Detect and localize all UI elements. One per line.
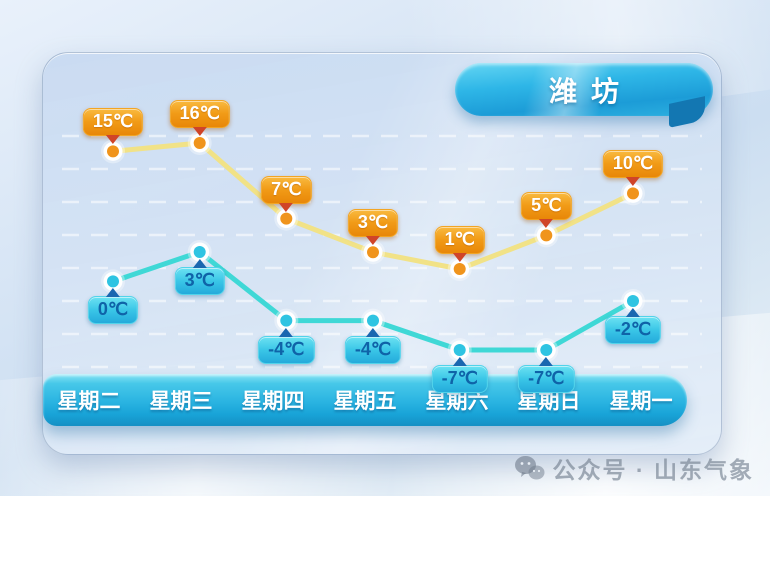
wechat-icon [514,456,545,480]
day-label: 星期日 [517,390,581,413]
day-label: 星期六 [425,390,489,413]
city-banner: 潍坊 [455,63,713,116]
day-label: 星期五 [333,390,397,413]
day-label: 星期一 [609,390,673,413]
day-label: 星期二 [57,390,121,413]
day-label: 星期四 [241,390,305,413]
day-label: 星期三 [149,390,213,413]
weather-forecast-graphic: 潍坊 星期二 星期三 星期四 星期五 星期六 星期日 星期一 15℃ 16℃ 7℃ 3℃ 1℃ 5℃ 1… [0,0,770,496]
watermark-text: 公众号 · 山东气象 [552,457,754,483]
city-title: 潍坊 [548,75,633,107]
watermark: 公众号 · 山东气象 [513,450,754,486]
day-bar: 星期二 星期三 星期四 星期五 星期六 星期日 星期一 [43,374,687,426]
